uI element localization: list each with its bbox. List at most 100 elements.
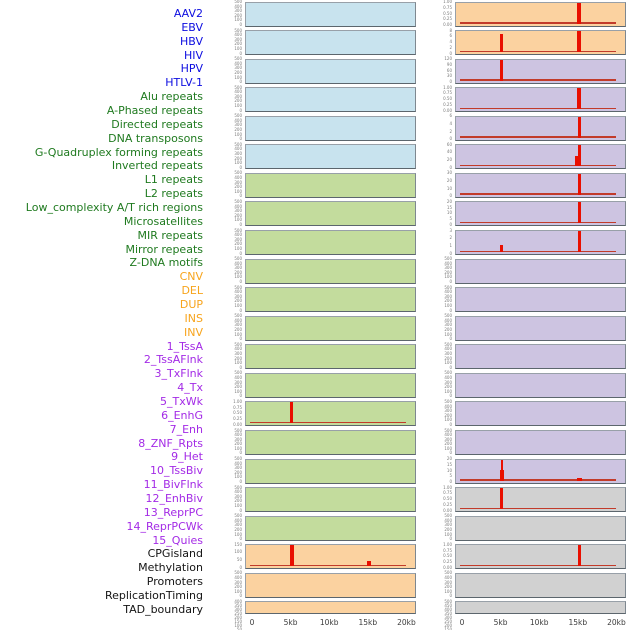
x-tick-label: 0 — [249, 618, 255, 627]
y-tick-label: 100 — [444, 274, 452, 280]
y-axis-ticks: 500 400 300 200 100 0 — [415, 257, 452, 284]
track-label-inverted-repeats: Inverted repeats — [111, 159, 203, 173]
y-tick-label: 400 — [234, 517, 242, 523]
y-tick-label: 200 — [234, 12, 242, 18]
y-axis-ticks: 500 400 300 200 100 0 — [205, 142, 242, 170]
track-label-mirror-repeats: Mirror repeats — [125, 242, 204, 256]
profile-panel-aav2 — [245, 1, 416, 27]
y-tick-label: 350 — [444, 610, 452, 616]
y-tick-label: 400 — [444, 317, 452, 323]
y-tick-label: 500 — [444, 256, 452, 262]
y-tick-label: 100 — [234, 45, 242, 51]
y-tick-label: 400 — [234, 260, 242, 266]
y-tick-label: 0 — [449, 393, 452, 399]
y-tick-label: 400 — [444, 289, 452, 295]
y-tick-label: 400 — [444, 346, 452, 352]
y-tick-label: 100 — [234, 503, 242, 509]
y-tick-label: 0 — [239, 450, 242, 456]
track-label-l1-repeats: L1 repeats — [144, 173, 203, 187]
y-tick-label: 150 — [234, 541, 242, 547]
y-tick-label: 100 — [234, 388, 242, 394]
profile-panel-del — [245, 572, 416, 598]
y-axis-ticks: 500 400 300 200 100 0 — [205, 28, 242, 56]
y-axis-ticks: 150 100 50 0 — [205, 541, 242, 570]
x-tick-label: 20kb — [397, 618, 416, 627]
signal-peak — [576, 477, 582, 481]
y-tick-label: 2 — [449, 128, 452, 134]
y-tick-label: 300 — [234, 236, 242, 242]
y-axis-ticks: 20 15 10 5 0 — [415, 199, 452, 227]
y-tick-label: 300 — [234, 8, 242, 14]
y-tick-label: 500 — [444, 513, 452, 519]
track-label-mir-repeats: MIR repeats — [137, 228, 203, 242]
track-label-hpv: HPV — [180, 62, 203, 76]
y-tick-label: 20 — [446, 157, 452, 163]
y-tick-label: 200 — [444, 384, 452, 390]
x-tick-label: 10kb — [319, 618, 339, 627]
y-tick-label: 100 — [234, 74, 242, 80]
y-tick-label: 300 — [444, 436, 452, 442]
profile-panel-l1-repeats — [245, 344, 416, 370]
y-tick-label: 40 — [446, 149, 452, 155]
signal-baseline — [460, 193, 616, 195]
y-tick-label: 0 — [239, 193, 242, 199]
y-tick-label: 400 — [444, 517, 452, 523]
y-tick-label: 100 — [234, 17, 242, 23]
y-tick-label: 120 — [444, 56, 452, 62]
y-tick-label: 0.25 — [443, 16, 452, 22]
y-tick-label: 400 — [444, 606, 452, 612]
track-label-low-complexity-a-t-rich-regions: Low_complexity A/T rich regions — [25, 200, 203, 214]
y-tick-label: 100 — [234, 549, 242, 555]
y-tick-label: 0.00 — [233, 421, 242, 427]
y-tick-label: 300 — [234, 579, 242, 585]
track-label-z-dna-motifs: Z-DNA motifs — [129, 256, 203, 270]
y-tick-label: 350 — [234, 602, 242, 608]
y-tick-label: 0.75 — [233, 404, 242, 410]
y-tick-label: 400 — [234, 574, 242, 580]
y-tick-label: 0 — [239, 250, 242, 256]
track-label-5-txwk: 5_TxWk — [160, 394, 203, 408]
track-label-aav2: AAV2 — [173, 7, 203, 20]
signal-baseline — [250, 421, 406, 424]
y-tick-label: 0 — [449, 279, 452, 285]
y-tick-label: 200 — [444, 527, 452, 532]
signal-peak — [577, 545, 581, 567]
profile-panel-mir-repeats — [245, 458, 416, 484]
y-tick-label: 15 — [446, 461, 452, 467]
profile-panel-5-txwk — [455, 172, 626, 198]
profile-panel-14-reprpcwk — [455, 430, 626, 456]
y-tick-label: 200 — [444, 327, 452, 333]
track-label-8-znf-rpts: 8_ZNF_Rpts — [138, 436, 203, 450]
y-tick-label: 0 — [239, 536, 242, 542]
y-tick-label: 300 — [234, 93, 242, 99]
profile-panel-cnv — [245, 544, 416, 570]
profile-panel-dna-transposons — [245, 258, 416, 284]
y-tick-label: 0.75 — [443, 547, 452, 553]
y-tick-label: 200 — [234, 614, 242, 620]
y-tick-label: 300 — [444, 322, 452, 328]
y-tick-label: 0 — [239, 479, 242, 485]
y-axis-ticks: 500450400350300250200150100500 — [415, 598, 452, 630]
profile-panel-3-txflnk — [455, 115, 626, 141]
x-tick-label: 10kb — [529, 618, 549, 627]
track-label-hbv: HBV — [179, 34, 203, 48]
profile-panel-directed-repeats — [245, 230, 416, 256]
y-axis-ticks: 500 400 300 200 100 0 — [415, 342, 452, 370]
track-label-11-bivflnk: 11_BivFlnk — [143, 478, 203, 492]
y-tick-label: 500 — [234, 84, 242, 90]
y-tick-label: 0.50 — [443, 96, 452, 102]
y-tick-label: 0.00 — [443, 22, 452, 27]
y-tick-label: 5 — [449, 216, 452, 222]
y-tick-label: 400 — [234, 374, 242, 380]
y-tick-label: 200 — [234, 212, 242, 218]
y-tick-label: 0 — [239, 79, 242, 85]
track-label-htlv-1: HTLV-1 — [165, 76, 203, 90]
y-axis-ticks: 1.00 0.75 0.50 0.25 0.00 — [415, 85, 452, 113]
y-tick-label: 500 — [444, 598, 452, 604]
signal-baseline — [460, 507, 616, 510]
y-tick-label: 500 — [444, 313, 452, 319]
y-tick-label: 500 — [234, 570, 242, 576]
signal-peak — [500, 488, 504, 510]
signal-baseline — [460, 164, 616, 167]
y-tick-label: 400 — [234, 317, 242, 323]
